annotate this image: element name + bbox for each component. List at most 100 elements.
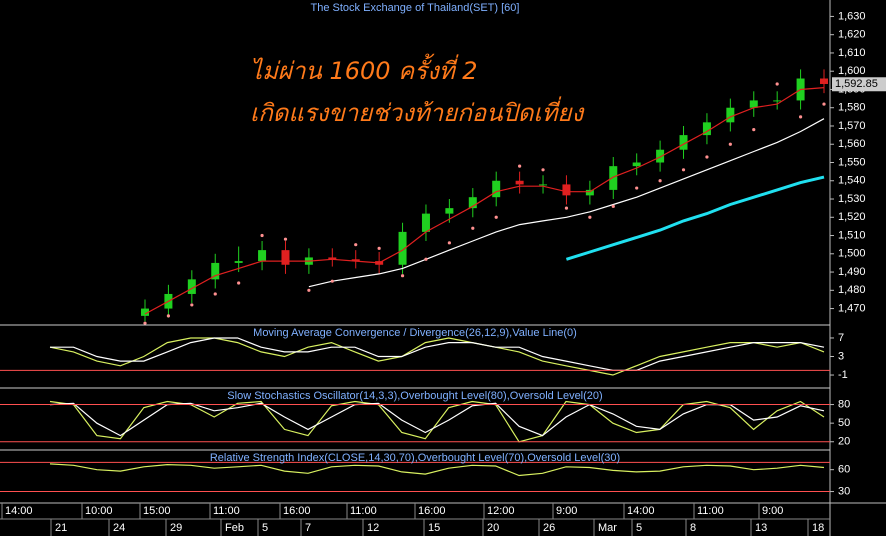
panel-title: Slow Stochastics Oscillator(14,3,3),Over… [227,390,602,402]
x-tick-label: 15:00 [143,505,171,517]
sar-dot [400,274,405,278]
x-tick-label: 14:00 [627,505,655,517]
sar-dot [611,204,615,208]
candle-body [656,149,665,163]
line [49,402,825,437]
candle-body [632,162,641,167]
candle-body [187,279,196,294]
y-tick-label: 1,570 [838,120,866,132]
x-date-label: 26 [543,522,555,534]
x-date-label: 13 [755,522,767,534]
sar-dot [237,281,241,285]
candle-body [515,180,524,185]
y-tick-label: 3 [838,350,844,362]
sar-dot [541,168,545,172]
y-tick-label: 60 [838,464,850,476]
candle-body [445,208,454,214]
sar-dot [307,288,311,292]
y-tick-label: 7 [838,332,844,344]
x-tick-label: 16:00 [418,505,446,517]
x-tick-label: 11:00 [350,505,377,517]
panel-title: Moving Average Convergence / Divergence(… [253,327,577,339]
x-date-label: 5 [636,522,642,534]
y-tick-label: 1,470 [838,302,866,314]
sar-dot [424,257,428,261]
line [49,400,825,443]
sar-dot [143,321,147,325]
y-tick-label: 50 [838,417,850,429]
line [308,118,825,288]
sar-dot [681,168,686,172]
y-tick-label: 1,510 [838,229,866,241]
y-tick-label: 1,500 [838,248,866,260]
sar-dot [518,164,522,168]
y-tick-label: 1,610 [838,47,866,59]
line [49,337,825,376]
candle-body [492,180,501,198]
candle-body [258,250,267,262]
sar-dot [564,206,569,210]
panel [49,463,825,477]
candle-body [562,184,571,196]
y-tick-label: 1,560 [838,138,866,150]
panel [49,400,825,443]
candle-body [281,250,290,265]
sar-dot [728,142,732,146]
candle-body [421,213,430,232]
x-date-label: 8 [690,522,696,534]
x-tick-label: 12:00 [487,505,515,517]
sar-dot [213,292,217,296]
x-tick-label: 16:00 [283,505,311,517]
y-tick-label: 1,580 [838,102,866,114]
sar-dot [635,186,639,190]
candle-body [609,166,618,190]
sar-dot [190,303,194,307]
candle-body [773,100,782,102]
y-tick-label: 1,540 [838,175,866,187]
y-tick-label: 1,550 [838,156,866,168]
panel [141,69,828,325]
line [49,463,825,477]
annotation: เกิดแรงขายช่วงท้ายก่อนปิดเที่ยง [250,96,585,127]
x-date-label: 18 [812,522,824,534]
y-tick-label: 30 [838,485,850,497]
sar-dot [752,128,756,132]
sar-dot [330,279,334,283]
candle-body [398,231,407,265]
sar-dot [447,241,451,245]
candle-body [211,262,220,280]
last-price-label: 1,592.85 [835,78,878,90]
x-date-label: Mar [598,522,617,534]
x-date-label: 21 [55,522,67,534]
x-tick-label: 14:00 [5,505,33,517]
sar-dot [658,179,662,183]
y-tick-label: 1,600 [838,65,866,77]
chart-title: The Stock Exchange of Thailand(SET) [60] [311,2,520,14]
candle-body [234,261,243,263]
sar-dot [705,155,709,159]
line [565,175,825,261]
x-tick-label: 11:00 [697,505,724,517]
y-tick-label: 1,520 [838,211,866,223]
y-tick-label: 1,530 [838,193,866,205]
line [50,337,825,371]
y-tick-label: -1 [838,369,848,381]
sar-dot [798,115,803,119]
last-price-box [832,77,886,92]
x-date-label: 24 [113,522,125,534]
candle-body [585,189,594,196]
x-tick-label: 9:00 [556,505,577,517]
candle-body [468,197,477,209]
y-tick-label: 1,630 [838,10,866,22]
x-date-label: 20 [487,522,499,534]
y-tick-label: 80 [838,398,850,410]
x-date-label: 12 [367,522,379,534]
y-tick-label: 1,620 [838,29,866,41]
x-date-label: 15 [428,522,440,534]
candle-body [702,122,711,136]
sar-dot [494,215,498,219]
candle-body [141,308,149,316]
candle-body [726,107,735,123]
candle-body [328,257,337,260]
